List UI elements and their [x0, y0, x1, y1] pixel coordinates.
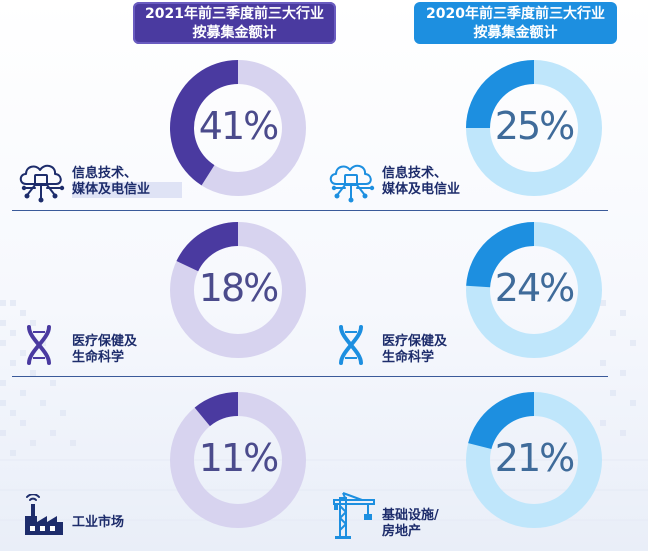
sector-label-line2: 生命科学	[382, 350, 435, 365]
sector-label: 工业市场	[72, 515, 182, 531]
pct-2020-infrastructure: 21%	[494, 436, 575, 480]
donut-2021-healthcare	[170, 222, 306, 358]
sector-label: 医疗保健及 生命科学	[382, 334, 492, 366]
donut-2020-tmt	[466, 60, 602, 196]
sector-label-line2: 房地产	[382, 524, 422, 539]
factory-icon	[25, 494, 63, 535]
row-divider	[12, 376, 608, 377]
donut-slice	[194, 392, 238, 427]
cloud-circuit-icon	[329, 164, 375, 203]
dna-icon	[27, 325, 51, 365]
donut-2020-infrastructure	[466, 392, 602, 528]
header-2021: 2021年前三季度前三大行业 按募集金额计	[133, 2, 336, 44]
row-divider	[12, 210, 608, 211]
crane-icon	[333, 492, 375, 539]
pct-2020-tmt: 25%	[494, 104, 575, 148]
pct-2020-healthcare: 24%	[494, 266, 575, 310]
dna-icon	[339, 325, 363, 365]
sector-label: 基础设施/ 房地产	[382, 508, 492, 540]
sector-label: 信息技术、 媒体及电信业	[72, 166, 182, 198]
donut-2021-industrial	[170, 392, 306, 528]
donut-2020-healthcare	[466, 222, 602, 358]
header-2021-line1: 2021年前三季度前三大行业	[145, 6, 324, 22]
sector-label-line1: 医疗保健及	[72, 334, 138, 349]
sector-label-line2: 生命科学	[72, 350, 125, 365]
sector-label: 信息技术、 媒体及电信业	[382, 166, 492, 198]
sector-label: 医疗保健及 生命科学	[72, 334, 182, 366]
pct-2021-healthcare: 18%	[198, 266, 279, 310]
donut-slice	[466, 60, 534, 128]
donut-slice	[170, 60, 238, 186]
sector-label-line1: 信息技术、	[72, 166, 138, 181]
header-2020-line2: 按募集金额计	[473, 25, 558, 41]
cloud-circuit-icon	[19, 164, 65, 203]
sector-label-line1: 基础设施/	[382, 508, 439, 523]
header-2020-line1: 2020年前三季度前三大行业	[426, 6, 605, 22]
pct-2021-tmt: 41%	[198, 104, 279, 148]
donut-slice	[176, 222, 238, 272]
sector-label-line1: 信息技术、	[382, 166, 448, 181]
sector-label-line2: 媒体及电信业	[382, 182, 461, 197]
sector-label-line1: 工业市场	[72, 515, 125, 530]
sector-label-line2: 媒体及电信业	[72, 182, 182, 198]
donut-slice	[468, 392, 534, 450]
donut-2021-tmt	[170, 60, 306, 196]
header-2021-line2: 按募集金额计	[192, 25, 277, 41]
donut-slice	[466, 222, 534, 288]
pct-2021-industrial: 11%	[198, 436, 279, 480]
sector-label-line1: 医疗保健及	[382, 334, 448, 349]
header-2020: 2020年前三季度前三大行业 按募集金额计	[414, 2, 617, 44]
